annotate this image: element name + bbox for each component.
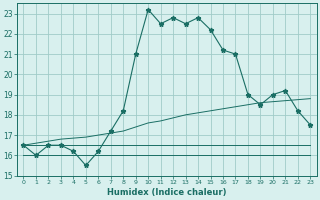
X-axis label: Humidex (Indice chaleur): Humidex (Indice chaleur) — [107, 188, 227, 197]
